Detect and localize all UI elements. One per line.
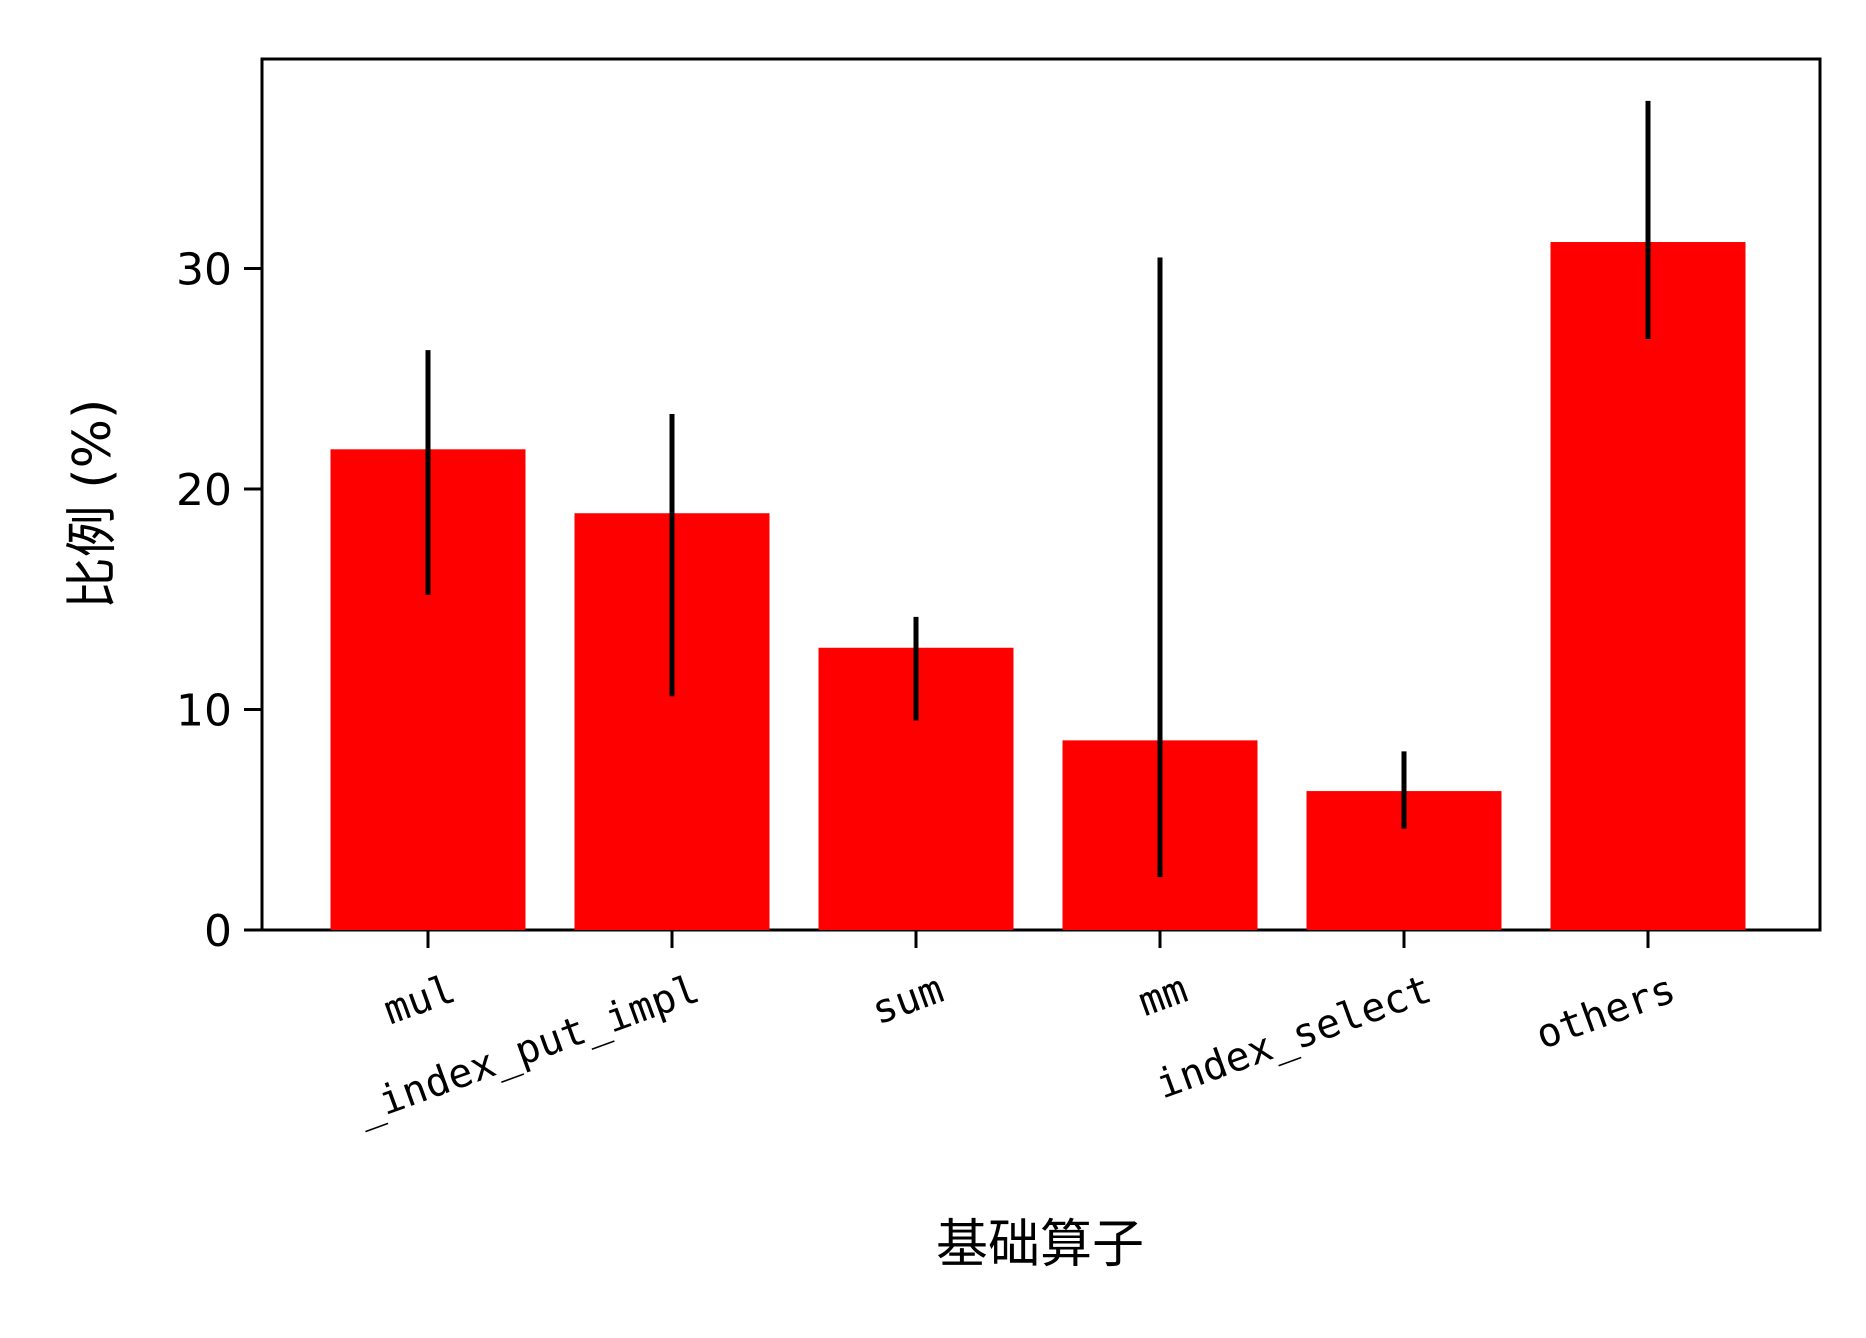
bar-others: [1550, 242, 1746, 930]
bars-group: [330, 242, 1746, 930]
x-tick-label: index_select: [1150, 966, 1437, 1108]
x-tick-label: mul: [378, 966, 462, 1034]
y-axis-ticks: 0 10 20 30: [176, 244, 262, 957]
y-tick-label: 30: [176, 244, 232, 295]
y-tick-label: 0: [204, 906, 232, 957]
x-tick-label: sum: [866, 966, 950, 1034]
x-tick-label: mm: [1132, 966, 1193, 1026]
y-axis-title: 比例 (%): [63, 399, 123, 610]
plot-frame: [260, 57, 1822, 932]
y-tick-label: 20: [176, 465, 232, 516]
x-axis-title: 基础算子: [936, 1215, 1144, 1275]
y-tick-label: 10: [176, 685, 232, 736]
error-bars-group: [425, 100, 1651, 878]
x-tick-label: others: [1530, 966, 1682, 1059]
